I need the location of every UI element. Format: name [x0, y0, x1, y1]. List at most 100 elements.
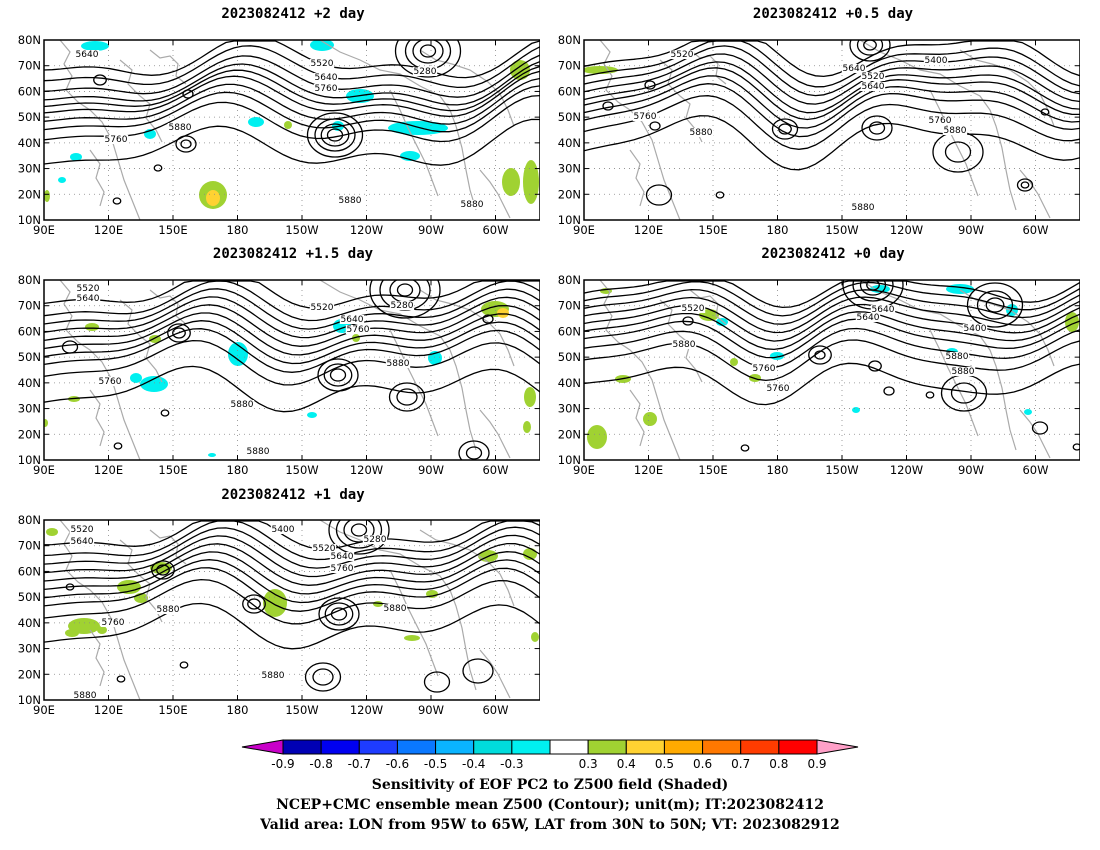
z500-closed-contour	[861, 115, 893, 141]
contour-label: 5520	[313, 544, 336, 554]
colorbar-tick-label: 0.9	[807, 757, 826, 771]
z500-contour	[44, 280, 540, 309]
contour-label: 5760	[331, 564, 354, 574]
z500-contour	[584, 61, 1080, 114]
lat-tick-label: 20N	[18, 187, 41, 201]
lat-tick-label: 10N	[18, 453, 41, 467]
z500-contour	[584, 83, 1080, 138]
z500-closed-contour	[985, 297, 1005, 313]
contour-label: 5880	[384, 604, 407, 614]
z500-closed-contour	[778, 123, 792, 135]
contour-label: 5880	[169, 123, 192, 133]
z500-contour	[44, 559, 540, 604]
z500-closed-contour	[306, 112, 364, 158]
sensitivity-shade	[208, 453, 216, 457]
z500-contour	[584, 67, 1080, 121]
lon-tick-label: 90W	[418, 223, 444, 237]
lat-tick-label: 50N	[558, 110, 581, 124]
contour-label: 5640	[331, 552, 354, 562]
lon-tick-label: 90E	[33, 463, 55, 477]
lon-tick-label: 60W	[482, 703, 508, 717]
coastline	[419, 529, 515, 607]
lon-tick-label: 150E	[158, 223, 187, 237]
z500-contour	[44, 304, 540, 347]
contour-label: 5520	[862, 72, 885, 82]
z500-closed-contour	[323, 363, 353, 387]
z500-contour	[584, 281, 1080, 317]
coastline	[929, 89, 979, 197]
z500-closed-contour	[645, 184, 673, 206]
z500-closed-contour	[1020, 181, 1030, 189]
z500-contour	[584, 45, 1080, 97]
z500-closed-contour	[180, 139, 192, 149]
z500-contour	[584, 311, 1080, 351]
colorbar-swatch	[282, 739, 322, 755]
z500-contour	[584, 95, 1080, 150]
z500-contour	[584, 40, 1080, 78]
contour-label: 5760	[315, 84, 338, 94]
z500-closed-contour	[335, 520, 383, 549]
z500-contour	[44, 320, 540, 365]
sensitivity-shade	[58, 177, 66, 183]
z500-contour	[44, 551, 540, 595]
sensitivity-shade	[70, 153, 82, 161]
z500-closed-contour	[65, 583, 75, 591]
lat-tick-label: 70N	[558, 299, 581, 313]
sensitivity-shade	[497, 308, 509, 318]
lon-tick-label: 120W	[350, 463, 383, 477]
z500-closed-contour	[814, 350, 826, 360]
z500-closed-contour	[394, 40, 462, 78]
lon-tick-label: 150W	[285, 703, 318, 717]
lon-tick-label: 90E	[33, 223, 55, 237]
z500-contour	[44, 542, 540, 586]
lat-tick-label: 70N	[18, 59, 41, 73]
lon-tick-label: 180	[227, 223, 249, 237]
coastline	[599, 280, 681, 460]
contour-label: 5640	[857, 313, 880, 323]
z500-contour	[584, 339, 1080, 382]
coastline	[89, 149, 105, 207]
sensitivity-shade	[1065, 312, 1079, 332]
lon-tick-label: 150W	[285, 223, 318, 237]
lon-tick-label: 90W	[418, 463, 444, 477]
lon-tick-label: 150E	[158, 463, 187, 477]
coastline	[859, 40, 1017, 211]
colorbar-tick-label: 0.7	[731, 757, 750, 771]
coastline	[959, 49, 1055, 127]
lat-tick-label: 50N	[18, 590, 41, 604]
sensitivity-shade	[404, 635, 420, 641]
z500-closed-contour	[465, 446, 483, 460]
contour-label: 5880	[952, 367, 975, 377]
lon-tick-label: 120E	[94, 223, 123, 237]
z500-closed-contour	[849, 40, 891, 62]
sensitivity-shade	[206, 190, 220, 206]
contour-label: 5760	[99, 377, 122, 387]
lat-tick-label: 50N	[558, 350, 581, 364]
coastline	[119, 299, 163, 383]
lat-tick-label: 80N	[18, 33, 41, 47]
lat-tick-label: 10N	[18, 213, 41, 227]
colorbar-tick-label: 0.5	[655, 757, 674, 771]
z500-closed-contour	[314, 118, 356, 152]
contour-label: 5280	[414, 67, 437, 77]
colorbar-max-arrow	[816, 739, 859, 755]
z500-closed-contour	[326, 128, 344, 142]
contour-label: 5400	[964, 324, 987, 334]
coastline	[89, 389, 105, 447]
lon-tick-label: 150W	[825, 223, 858, 237]
contour-label: 5640	[71, 537, 94, 547]
map-frame	[43, 39, 540, 221]
z500-contour	[44, 534, 540, 578]
z500-closed-contour	[458, 440, 490, 460]
z500-closed-contour	[868, 121, 886, 135]
contour-label: 5880	[262, 671, 285, 681]
colorbar-tick-label: -0.6	[386, 757, 409, 771]
lat-tick-label: 20N	[18, 667, 41, 681]
sensitivity-shade	[44, 419, 48, 427]
z500-closed-contour	[396, 283, 414, 297]
lon-tick-label: 120E	[94, 703, 123, 717]
contour-label: 5520	[71, 525, 94, 535]
lat-tick-label: 50N	[18, 350, 41, 364]
contour-label: 5520	[671, 50, 694, 60]
